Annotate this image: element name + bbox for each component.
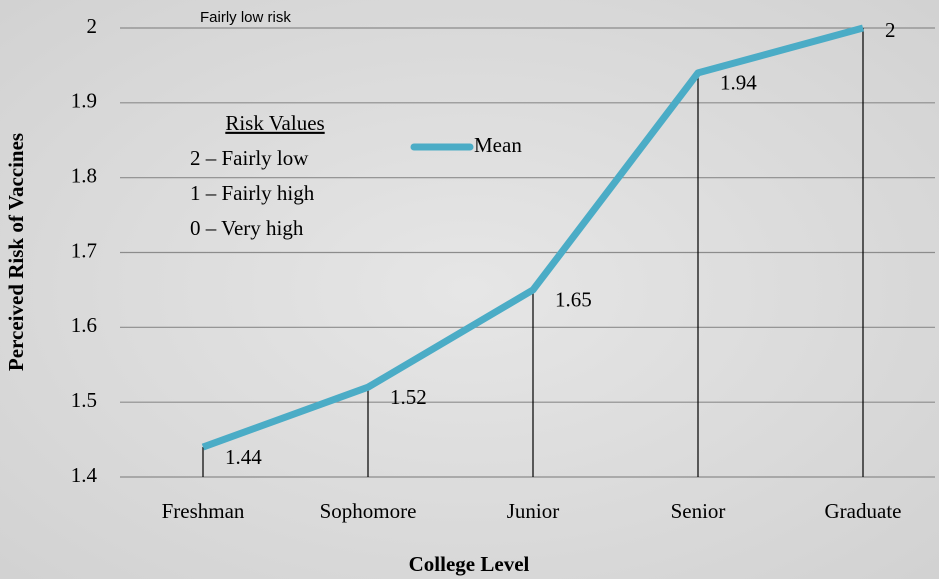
x-tick-label: Senior (671, 499, 726, 523)
data-label: 1.52 (390, 385, 427, 409)
y-axis-label: Perceived Risk of Vaccines (4, 133, 28, 371)
risk-value-line: 2 – Fairly low (190, 146, 309, 170)
legend-label: Mean (474, 133, 522, 157)
y-tick-label: 1.9 (71, 89, 97, 113)
data-label: 2 (885, 18, 896, 42)
data-label: 1.44 (225, 445, 262, 469)
y-tick-label: 1.6 (71, 313, 97, 337)
series-line (201, 24, 864, 451)
x-tick-label: Sophomore (320, 499, 417, 523)
x-axis-label: College Level (409, 552, 530, 576)
y-tick-label: 2 (87, 14, 98, 38)
data-label: 1.65 (555, 288, 592, 312)
y-tick-label: 1.5 (71, 388, 97, 412)
y-tick-label: 1.7 (71, 238, 97, 262)
x-tick-label: Junior (507, 499, 560, 523)
x-tick-label: Graduate (825, 499, 902, 523)
x-tick-label: Freshman (162, 499, 245, 523)
y-tick-label: 1.8 (71, 163, 97, 187)
annotation: Fairly low risk (200, 9, 291, 26)
risk-values-title: Risk Values (225, 111, 324, 135)
y-tick-label: 1.4 (71, 463, 98, 487)
data-label: 1.94 (720, 71, 757, 95)
risk-value-line: 0 – Very high (190, 216, 304, 240)
risk-value-line: 1 – Fairly high (190, 181, 315, 205)
